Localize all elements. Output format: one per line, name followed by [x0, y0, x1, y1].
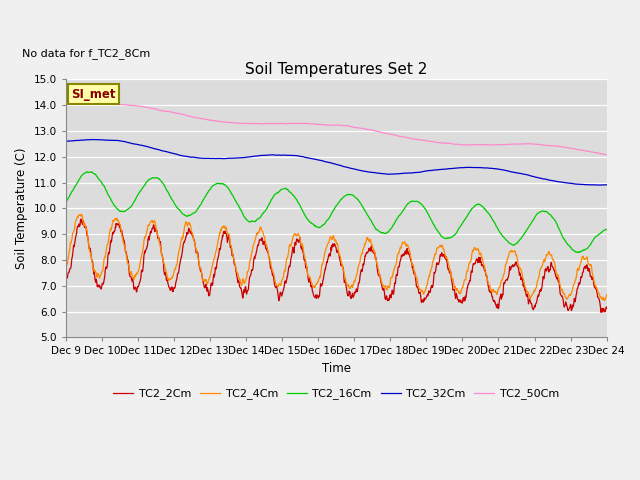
- TC2_4Cm: [603, 292, 611, 298]
- TC2_4Cm: [243, 273, 251, 279]
- TC2_50Cm: [420, 137, 428, 143]
- Line: TC2_50Cm: TC2_50Cm: [66, 102, 607, 155]
- TC2_50Cm: [539, 142, 547, 148]
- TC2_2Cm: [170, 288, 177, 294]
- TC2_16Cm: [182, 213, 190, 219]
- TC2_4Cm: [600, 298, 608, 303]
- TC2_2Cm: [491, 299, 499, 305]
- TC2_32Cm: [595, 182, 603, 188]
- TC2_2Cm: [420, 295, 428, 301]
- TC2_4Cm: [170, 273, 177, 278]
- TC2_16Cm: [539, 208, 547, 214]
- TC2_16Cm: [243, 217, 251, 223]
- Y-axis label: Soil Temperature (C): Soil Temperature (C): [15, 148, 28, 269]
- X-axis label: Time: Time: [322, 362, 351, 375]
- TC2_2Cm: [182, 233, 190, 239]
- TC2_50Cm: [243, 120, 251, 126]
- TC2_4Cm: [62, 264, 70, 270]
- TC2_16Cm: [170, 198, 177, 204]
- TC2_2Cm: [62, 280, 70, 286]
- TC2_4Cm: [420, 289, 428, 295]
- TC2_50Cm: [73, 99, 81, 105]
- Legend: TC2_2Cm, TC2_4Cm, TC2_16Cm, TC2_32Cm, TC2_50Cm: TC2_2Cm, TC2_4Cm, TC2_16Cm, TC2_32Cm, TC…: [109, 384, 564, 404]
- TC2_4Cm: [491, 289, 499, 295]
- TC2_32Cm: [603, 182, 611, 188]
- TC2_2Cm: [243, 290, 251, 296]
- TC2_32Cm: [170, 151, 177, 156]
- TC2_16Cm: [575, 250, 582, 255]
- TC2_4Cm: [182, 219, 190, 225]
- TC2_16Cm: [420, 205, 428, 211]
- TC2_4Cm: [539, 262, 547, 267]
- Line: TC2_32Cm: TC2_32Cm: [66, 140, 607, 185]
- TC2_2Cm: [603, 306, 611, 312]
- TC2_4Cm: [77, 211, 85, 217]
- TC2_32Cm: [62, 139, 70, 144]
- TC2_16Cm: [603, 227, 611, 232]
- TC2_32Cm: [243, 154, 251, 160]
- Text: SI_met: SI_met: [71, 87, 116, 100]
- TC2_50Cm: [603, 152, 611, 158]
- TC2_32Cm: [90, 137, 97, 143]
- TC2_2Cm: [77, 216, 84, 222]
- TC2_50Cm: [491, 142, 499, 148]
- TC2_32Cm: [491, 166, 499, 171]
- TC2_50Cm: [170, 109, 177, 115]
- TC2_2Cm: [539, 276, 547, 282]
- Title: Soil Temperatures Set 2: Soil Temperatures Set 2: [245, 62, 428, 77]
- TC2_50Cm: [62, 100, 70, 106]
- Line: TC2_16Cm: TC2_16Cm: [66, 172, 607, 252]
- TC2_32Cm: [539, 176, 547, 182]
- TC2_16Cm: [62, 199, 70, 204]
- TC2_50Cm: [182, 113, 190, 119]
- Line: TC2_4Cm: TC2_4Cm: [66, 214, 607, 300]
- Line: TC2_2Cm: TC2_2Cm: [66, 219, 607, 312]
- TC2_16Cm: [491, 220, 499, 226]
- TC2_16Cm: [88, 169, 95, 175]
- Text: No data for f_TC2_8Cm: No data for f_TC2_8Cm: [22, 48, 150, 59]
- TC2_2Cm: [597, 310, 605, 315]
- TC2_32Cm: [182, 154, 190, 159]
- TC2_32Cm: [420, 168, 428, 174]
